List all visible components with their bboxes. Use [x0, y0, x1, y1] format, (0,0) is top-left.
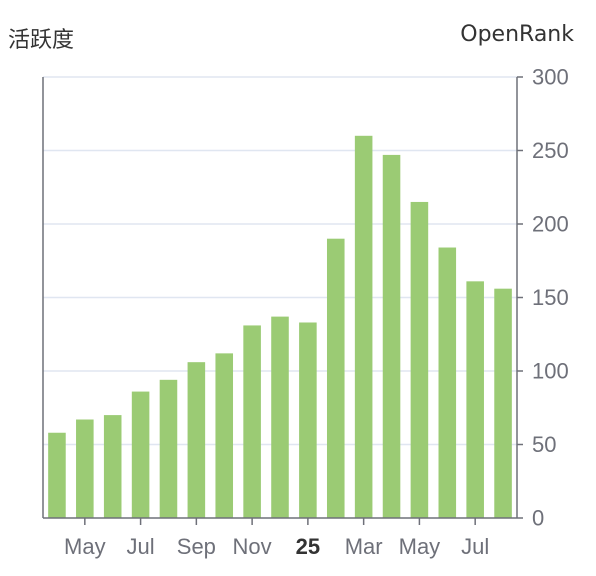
- y-tick-label: 50: [532, 432, 556, 457]
- bar[interactable]: [187, 362, 206, 518]
- left-axis-name: 活跃度: [8, 28, 75, 53]
- y-tick-label: 300: [532, 65, 569, 90]
- bar-series: [48, 135, 512, 519]
- y-tick-label: 150: [532, 285, 569, 310]
- x-tick-label: Jul: [127, 534, 155, 559]
- bar[interactable]: [159, 379, 178, 518]
- x-tick-labels: May Jul Sep Nov 25 Mar May Jul: [64, 534, 489, 559]
- bar[interactable]: [103, 415, 122, 518]
- y-tick-label: 100: [532, 359, 569, 384]
- bar[interactable]: [494, 288, 512, 518]
- bar[interactable]: [382, 154, 401, 518]
- x-tick-label: 25: [296, 534, 320, 559]
- y-tick-label: 250: [532, 138, 569, 163]
- bar[interactable]: [215, 353, 234, 518]
- y-tick-labels: 0 50 100 150 200 250 300: [532, 65, 569, 531]
- bar[interactable]: [410, 201, 429, 518]
- y-tick-label: 200: [532, 212, 569, 237]
- axes: [42, 76, 523, 525]
- x-tick-label: Nov: [233, 534, 272, 559]
- bar[interactable]: [299, 322, 317, 518]
- bar[interactable]: [76, 419, 94, 518]
- bar[interactable]: [131, 391, 150, 518]
- bar[interactable]: [48, 432, 66, 518]
- x-tick-label: May: [399, 534, 441, 559]
- right-axis-name: OpenRank: [460, 22, 574, 47]
- bar[interactable]: [354, 135, 373, 519]
- bar[interactable]: [243, 325, 261, 518]
- bar[interactable]: [271, 316, 289, 518]
- bar[interactable]: [326, 238, 345, 518]
- bar[interactable]: [466, 281, 484, 518]
- x-tick-label: Jul: [461, 534, 489, 559]
- y-tick-label: 0: [532, 506, 544, 531]
- x-tick-label: Mar: [345, 534, 383, 559]
- x-tick-label: May: [64, 534, 106, 559]
- x-tick-label: Sep: [177, 534, 216, 559]
- bar[interactable]: [438, 247, 457, 518]
